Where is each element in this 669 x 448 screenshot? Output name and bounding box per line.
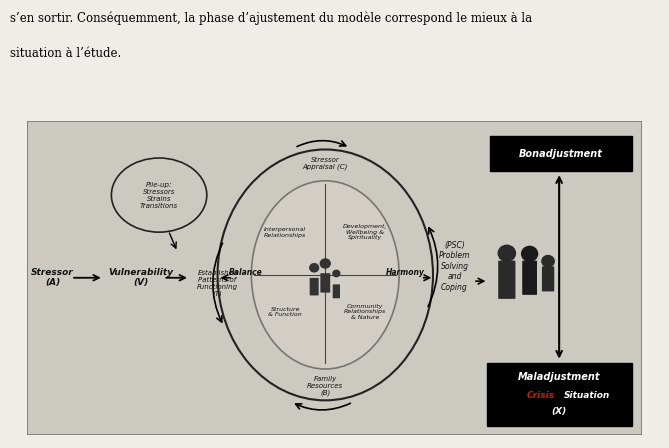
Text: s’en sortir. Conséquemment, la phase d’ajustement du modèle correspond le mieux : s’en sortir. Conséquemment, la phase d’a… bbox=[10, 11, 532, 25]
Text: Balance: Balance bbox=[228, 267, 262, 276]
Circle shape bbox=[542, 255, 554, 267]
Text: Structure
& Function: Structure & Function bbox=[268, 306, 302, 317]
Text: (X): (X) bbox=[551, 407, 567, 416]
FancyBboxPatch shape bbox=[498, 261, 515, 299]
Text: Crisis: Crisis bbox=[527, 391, 555, 400]
Text: Maladjustment: Maladjustment bbox=[518, 372, 600, 382]
Circle shape bbox=[333, 270, 340, 277]
Circle shape bbox=[320, 259, 330, 268]
Text: Development,
Wellbeing &
Spirituality: Development, Wellbeing & Spirituality bbox=[343, 224, 387, 241]
FancyBboxPatch shape bbox=[320, 273, 330, 293]
FancyBboxPatch shape bbox=[486, 363, 632, 426]
FancyBboxPatch shape bbox=[332, 284, 340, 298]
Ellipse shape bbox=[111, 158, 207, 232]
Text: Pile-up:
Stressors
Strains
Transitions: Pile-up: Stressors Strains Transitions bbox=[140, 181, 178, 209]
FancyBboxPatch shape bbox=[490, 136, 632, 171]
Circle shape bbox=[522, 246, 538, 261]
Text: (PSC)
Problem
Solving
and
Coping: (PSC) Problem Solving and Coping bbox=[439, 241, 470, 292]
FancyBboxPatch shape bbox=[522, 261, 537, 295]
Text: Stressor
(A): Stressor (A) bbox=[31, 268, 74, 288]
Text: Family
Resources
(B): Family Resources (B) bbox=[307, 376, 343, 396]
Text: Established
Patterns of
Functioning
(T): Established Patterns of Functioning (T) bbox=[197, 270, 238, 297]
Text: Harmony: Harmony bbox=[386, 267, 425, 276]
Circle shape bbox=[310, 264, 318, 272]
Text: situation à l’étude.: situation à l’étude. bbox=[10, 47, 121, 60]
FancyBboxPatch shape bbox=[310, 278, 318, 295]
Text: Community
Relationships
& Nature: Community Relationships & Nature bbox=[344, 304, 387, 320]
Ellipse shape bbox=[252, 181, 399, 369]
FancyBboxPatch shape bbox=[27, 121, 642, 435]
Text: Stressor
Appraisal (C): Stressor Appraisal (C) bbox=[302, 157, 348, 171]
Text: Bonadjustment: Bonadjustment bbox=[518, 149, 603, 159]
Text: Vulnerability
(V): Vulnerability (V) bbox=[108, 268, 173, 288]
Text: Situation: Situation bbox=[564, 391, 610, 400]
Circle shape bbox=[498, 245, 515, 261]
Text: Interpersonal
Relationships: Interpersonal Relationships bbox=[264, 227, 306, 237]
FancyBboxPatch shape bbox=[542, 267, 554, 292]
